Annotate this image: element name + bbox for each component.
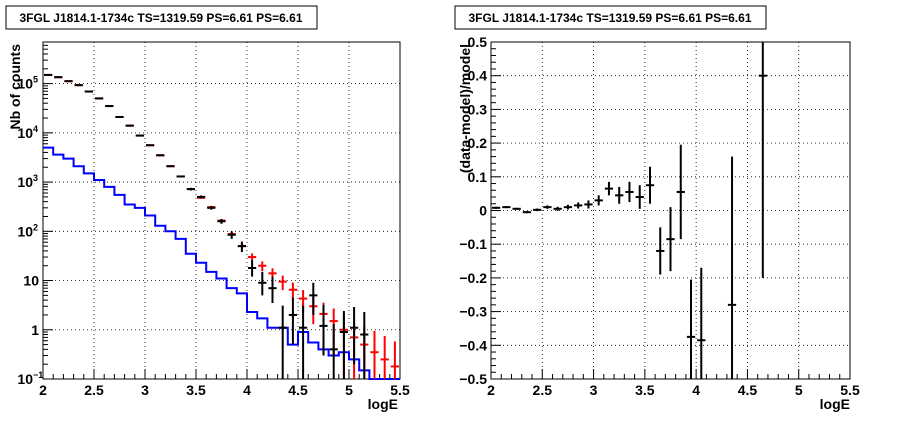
residuals-x-tick-label: 5 bbox=[795, 382, 803, 398]
counts-y-tick-exponent: 3 bbox=[33, 173, 38, 183]
counts-plot-frame bbox=[42, 41, 401, 380]
counts-x-axis-label: logE bbox=[368, 396, 398, 412]
counts-y-tick-label: 10 bbox=[17, 76, 33, 92]
counts-y-tick-label: 10 bbox=[17, 125, 33, 141]
residuals-y-tick-label: −0.3 bbox=[459, 304, 487, 320]
residuals-y-tick-label: 0.4 bbox=[468, 68, 488, 84]
residuals-x-tick-label: 2 bbox=[487, 382, 495, 398]
counts-y-tick-label: 10 bbox=[17, 223, 33, 239]
counts-histogram-line bbox=[43, 146, 400, 380]
residuals-x-tick-label: 5.5 bbox=[840, 382, 860, 398]
residuals-x-tick-label: 4.5 bbox=[738, 382, 758, 398]
counts-series bbox=[43, 73, 400, 380]
residuals-title-box bbox=[454, 5, 767, 30]
counts-y-tick-label: 10 bbox=[17, 174, 33, 190]
counts-y-tick-exponent: 2 bbox=[33, 222, 38, 232]
residuals-y-tick-label: 0.1 bbox=[468, 169, 488, 185]
counts-x-tick-label: 2 bbox=[39, 382, 47, 398]
residuals-y-tick-label: 0 bbox=[479, 203, 487, 219]
residuals-y-tick-label: 0.5 bbox=[468, 34, 488, 50]
residuals-grid bbox=[491, 42, 850, 379]
counts-grid bbox=[43, 42, 400, 379]
counts-x-tick-label: 2.5 bbox=[84, 382, 104, 398]
residuals-y-tick-label: 0.3 bbox=[468, 101, 488, 117]
counts-title-box bbox=[5, 5, 318, 30]
residuals-y-tick-label: 0.2 bbox=[468, 135, 488, 151]
counts-x-tick-label: 4.5 bbox=[288, 382, 308, 398]
residuals-x-tick-label: 3 bbox=[590, 382, 598, 398]
counts-y-tick-exponent: −1 bbox=[33, 370, 43, 380]
residuals-x-tick-label: 2.5 bbox=[533, 382, 553, 398]
counts-y-tick-exponent: 5 bbox=[33, 75, 38, 85]
counts-x-tick-label: 5 bbox=[345, 382, 353, 398]
counts-x-tick-label: 5.5 bbox=[390, 382, 410, 398]
counts-title: 3FGL J1814.1-1734c TS=1319.59 PS=6.61 PS… bbox=[20, 11, 303, 25]
residuals-y-tick-label: −0.4 bbox=[459, 337, 487, 353]
counts-x-tick-label: 4 bbox=[243, 382, 251, 398]
residuals-x-axis-label: logE bbox=[820, 396, 850, 412]
residuals-y-tick-label: −0.5 bbox=[459, 371, 487, 387]
residuals-y-axis-label: (data-model)/model bbox=[457, 44, 473, 173]
counts-y-tick-label: 10 bbox=[17, 371, 33, 387]
residuals-axes: 2 2.5 3 3.5 4 4.5 5 5.5 0.5 0.4 0.3 0.2 0.1 0 −0.1 −0.2… bbox=[459, 34, 860, 398]
residuals-title: 3FGL J1814.1-1734c TS=1319.59 PS=6.61 PS… bbox=[469, 11, 752, 25]
residuals-x-tick-label: 3.5 bbox=[635, 382, 655, 398]
counts-x-tick-label: 3 bbox=[141, 382, 149, 398]
residuals-y-tick-label: −0.2 bbox=[459, 270, 487, 286]
counts-y-tick-label: 1 bbox=[31, 322, 39, 338]
counts-y-tick-label: 10 bbox=[23, 273, 39, 289]
counts-y-tick-exponent: 4 bbox=[33, 124, 38, 134]
residuals-panel: 3FGL J1814.1-1734c TS=1319.59 PS=6.61 PS… bbox=[454, 5, 860, 412]
counts-panel: 3FGL J1814.1-1734c TS=1319.59 PS=6.61 PS… bbox=[5, 5, 410, 412]
counts-x-tick-label: 3.5 bbox=[186, 382, 206, 398]
counts-y-axis-label: Nb of counts bbox=[7, 44, 23, 130]
residuals-x-tick-label: 4 bbox=[692, 382, 700, 398]
residuals-series bbox=[492, 42, 767, 379]
residuals-y-tick-label: −0.1 bbox=[459, 236, 487, 252]
